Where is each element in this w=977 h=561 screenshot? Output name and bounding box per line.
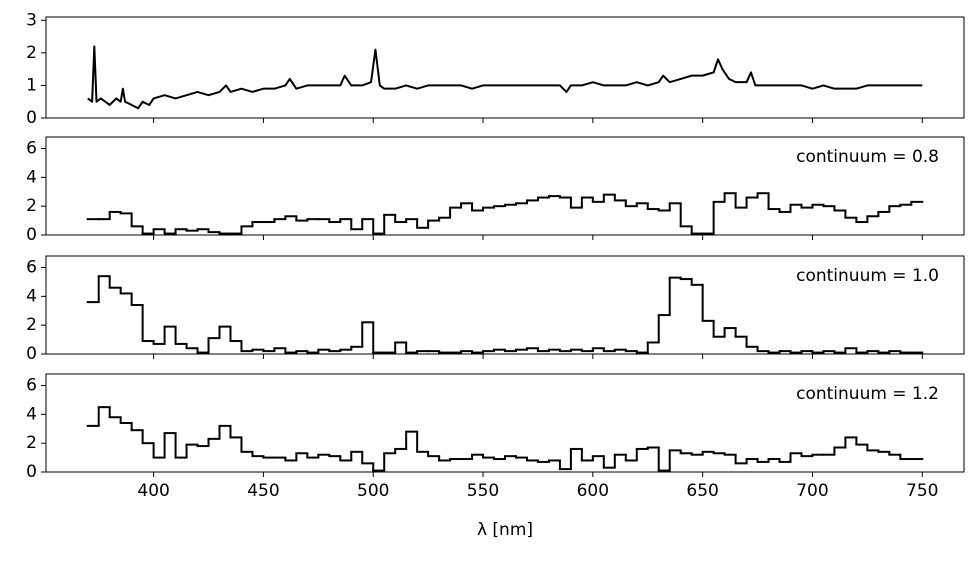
x-tick-label: 700 bbox=[796, 481, 828, 501]
annotation: continuum = 0.8 bbox=[796, 147, 939, 167]
y-tick-label: 4 bbox=[26, 167, 37, 187]
annotation: continuum = 1.2 bbox=[796, 384, 939, 404]
y-tick-label: 3 bbox=[26, 10, 37, 30]
axes-frame bbox=[45, 136, 965, 236]
annotation: continuum = 1.0 bbox=[796, 266, 939, 286]
y-tick-label: 2 bbox=[26, 196, 37, 216]
y-tick-label: 0 bbox=[26, 225, 37, 245]
y-tick-label: 6 bbox=[26, 139, 37, 159]
x-tick-label: 750 bbox=[906, 481, 938, 501]
y-tick-label: 6 bbox=[26, 258, 37, 278]
y-tick-label: 2 bbox=[26, 43, 37, 63]
x-axis-label: λ [nm] bbox=[477, 520, 533, 540]
x-tick-label: 600 bbox=[577, 481, 609, 501]
x-tick-label: 450 bbox=[247, 481, 279, 501]
axes-frame bbox=[45, 255, 965, 355]
y-tick-label: 0 bbox=[26, 462, 37, 482]
spectrum-line bbox=[87, 45, 923, 110]
y-tick-label: 4 bbox=[26, 286, 37, 306]
y-tick-label: 4 bbox=[26, 404, 37, 424]
x-tick-label: 400 bbox=[137, 481, 169, 501]
y-tick-label: 0 bbox=[26, 344, 37, 364]
y-tick-label: 2 bbox=[26, 433, 37, 453]
y-tick-label: 0 bbox=[26, 108, 37, 128]
x-tick-label: 500 bbox=[357, 481, 389, 501]
x-tick-label: 650 bbox=[686, 481, 718, 501]
axes-frame bbox=[45, 373, 965, 473]
y-tick-label: 2 bbox=[26, 315, 37, 335]
y-tick-label: 6 bbox=[26, 376, 37, 396]
y-tick-label: 1 bbox=[26, 75, 37, 95]
axes-frame bbox=[45, 16, 965, 119]
x-tick-label: 550 bbox=[467, 481, 499, 501]
